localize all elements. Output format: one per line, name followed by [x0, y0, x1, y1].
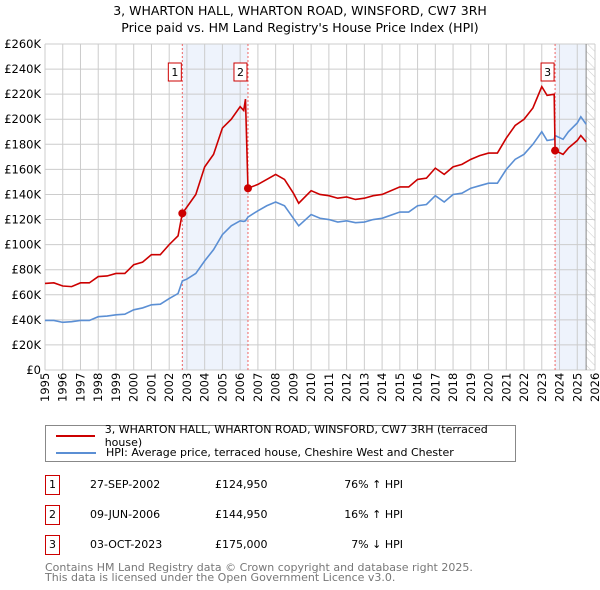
x-tick-label: 2017: [428, 373, 442, 402]
transaction-price: £124,950: [215, 478, 268, 491]
legend-swatch-blue: [56, 451, 96, 454]
transaction-hpi-diff: 16% ↑ HPI: [344, 508, 403, 521]
x-tick-label: 2020: [482, 373, 496, 402]
transaction-price: £175,000: [215, 538, 268, 551]
x-tick-label: 2018: [446, 373, 460, 402]
transaction-marker: 2: [45, 505, 60, 525]
transaction-hpi-diff: 76% ↑ HPI: [344, 478, 403, 491]
y-tick-label: £220K: [4, 87, 41, 101]
price-paid-line: [44, 84, 587, 288]
sale-label: 2: [237, 66, 244, 79]
x-tick-label: 2015: [393, 373, 407, 402]
x-tick-label: 2007: [251, 373, 265, 402]
legend: 3, WHARTON HALL, WHARTON ROAD, WINSFORD,…: [45, 423, 516, 462]
forecast-hatch: [586, 44, 595, 370]
transaction-date: 03-OCT-2023: [90, 538, 163, 551]
y-tick-label: £0: [26, 363, 41, 377]
sale-label-box: [233, 62, 248, 82]
x-tick-label: 2014: [375, 373, 389, 402]
legend-item-price: 3, WHARTON HALL, WHARTON ROAD, WINSFORD,…: [56, 423, 515, 449]
sale-label-box: [167, 62, 182, 82]
x-tick-label: 2004: [198, 373, 212, 402]
x-tick-label: 2024: [553, 373, 567, 402]
transaction-price: £144,950: [215, 508, 268, 521]
x-tick-label: 2022: [517, 373, 531, 402]
x-tick-label: 2001: [144, 373, 158, 402]
x-tick-label: 1995: [38, 373, 52, 402]
x-tick-label: 2006: [233, 373, 247, 402]
hpi-line: [45, 115, 587, 324]
y-tick-label: £260K: [4, 37, 41, 51]
price-chart: 1995 1996 1997 1998 1999 2000 2001 2002 2003 2004…: [4, 37, 600, 402]
sale-point: [551, 146, 560, 155]
y-tick-label: £60K: [12, 288, 42, 302]
x-tick-label: 2011: [322, 373, 336, 402]
x-tick-label: 1998: [91, 373, 105, 402]
x-tick-label: 1999: [109, 373, 123, 402]
x-tick-label: 2003: [180, 373, 194, 402]
y-tick-label: £140K: [4, 187, 41, 201]
x-tick-label: 2000: [127, 373, 141, 402]
legend-price-label: 3, WHARTON HALL, WHARTON ROAD, WINSFORD,…: [104, 422, 488, 449]
x-tick-label: 1997: [73, 373, 87, 402]
x-tick-label: 2012: [340, 373, 354, 402]
footer-line-2: This data is licensed under the Open Gov…: [45, 571, 396, 584]
sale-label-box: [540, 62, 555, 82]
legend-swatch-red: [56, 434, 95, 437]
sale-label: 1: [171, 66, 178, 79]
x-tick-label: 2023: [535, 373, 549, 402]
x-tick-label: 2016: [411, 373, 425, 402]
x-tick-label: 2005: [215, 373, 229, 402]
x-tick-label: 2002: [162, 373, 176, 402]
y-tick-label: £240K: [4, 62, 41, 76]
x-tick-label: 2021: [499, 373, 513, 402]
y-tick-label: £100K: [4, 238, 41, 252]
transaction-marker: 3: [45, 535, 60, 555]
x-tick-label: 2013: [357, 373, 371, 402]
shaded-period: [555, 44, 587, 370]
y-tick-label: £80K: [12, 263, 42, 277]
y-tick-label: £20K: [12, 338, 42, 352]
y-tick-label: £200K: [4, 112, 41, 126]
chart-title: 3, WHARTON HALL, WHARTON ROAD, WINSFORD,…: [113, 3, 487, 18]
transaction-date: 27-SEP-2002: [90, 478, 161, 491]
transaction-hpi-diff: 7% ↓ HPI: [351, 538, 403, 551]
y-tick-label: £40K: [12, 313, 42, 327]
x-tick-label: 2019: [464, 373, 478, 402]
transaction-date: 09-JUN-2006: [90, 508, 161, 521]
y-tick-label: £120K: [4, 213, 41, 227]
chart-subtitle: Price paid vs. HM Land Registry's House …: [121, 20, 479, 35]
x-tick-label: 2008: [269, 373, 283, 402]
sale-point: [243, 184, 252, 193]
x-tick-label: 2009: [286, 373, 300, 402]
y-tick-label: £180K: [4, 137, 41, 151]
footer: Contains HM Land Registry data © Crown c…: [45, 561, 473, 584]
transaction-marker: 1: [45, 475, 60, 495]
x-tick-label: 2025: [570, 373, 584, 402]
legend-hpi-label: HPI: Average price, terraced house, Ches…: [106, 446, 454, 459]
x-tick-label: 1996: [56, 373, 70, 402]
shaded-period: [182, 44, 248, 370]
sale-point: [178, 209, 187, 218]
x-tick-label: 2010: [304, 373, 318, 402]
x-tick-label: 2026: [588, 373, 600, 402]
legend-item-hpi: HPI: Average price, terraced house, Ches…: [56, 444, 454, 461]
sale-label: 3: [544, 66, 551, 79]
footer-line-1: Contains HM Land Registry data © Crown c…: [45, 561, 473, 574]
y-tick-label: £160K: [4, 162, 41, 176]
